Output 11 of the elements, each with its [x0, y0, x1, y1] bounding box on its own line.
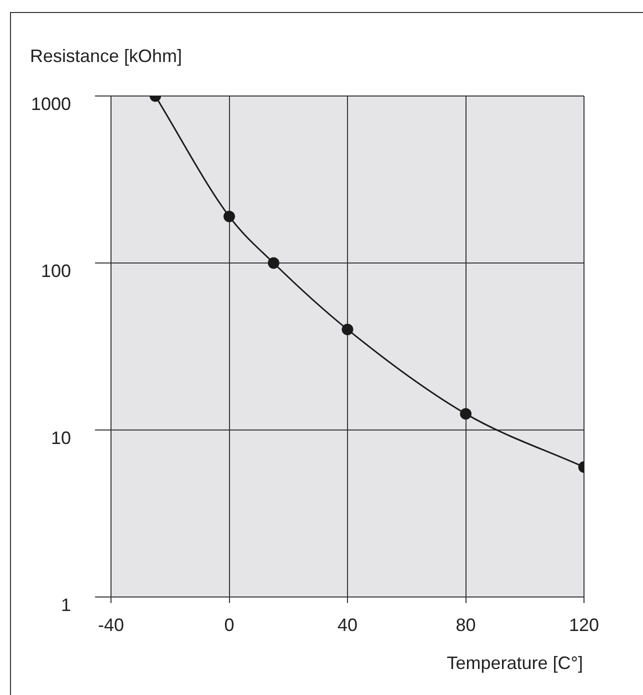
y-axis-title: Resistance [kOhm]: [30, 46, 182, 67]
x-tick-label: 0: [224, 614, 234, 635]
y-tick-label: 100: [40, 260, 71, 281]
x-tick-label: 120: [568, 614, 600, 635]
x-tick-label: 40: [337, 614, 358, 635]
x-axis-title: Temperature [C°]: [446, 653, 583, 674]
x-tick-label: -40: [98, 614, 124, 635]
y-tick-label: 10: [50, 428, 71, 448]
x-tick-label: 80: [456, 614, 476, 635]
y-tick-label: 1000: [30, 94, 71, 114]
y-tick-label: 1: [60, 594, 71, 615]
